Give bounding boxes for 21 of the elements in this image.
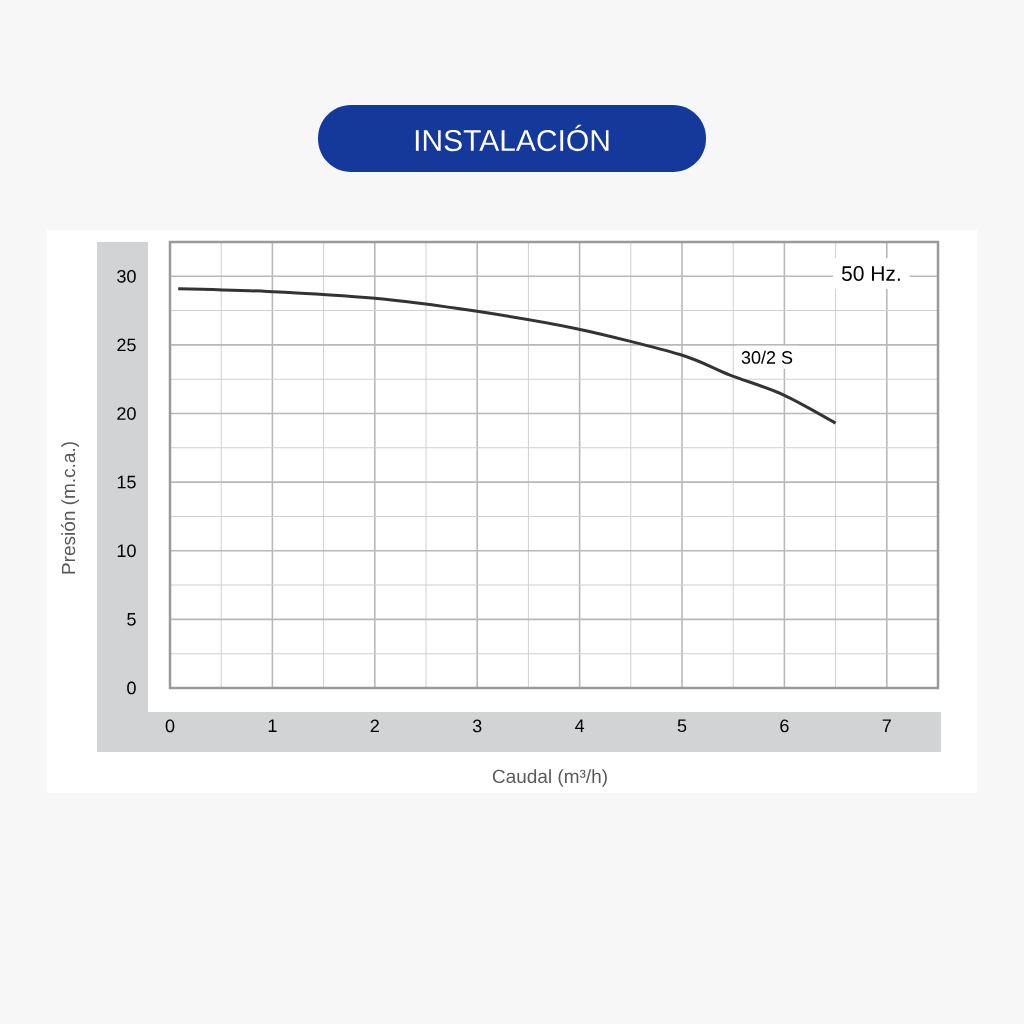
x-tick-label: 0 [165, 719, 175, 733]
x-tick-label: 4 [575, 719, 585, 732]
line-series [176, 287, 838, 425]
x-tick-label: 5 [677, 719, 687, 733]
annotation: 50 Hz. [841, 266, 900, 281]
x-tick-label: 1 [268, 719, 277, 732]
y-tick-label: 20 [117, 407, 136, 420]
y-tick-label: 25 [117, 338, 136, 352]
y-tick-label: 5 [127, 613, 136, 626]
y-axis-title: Presión (m.c.a.) [61, 442, 79, 574]
chart-title: INSTALACIÓN [415, 124, 609, 152]
x-tick-label: 3 [472, 719, 482, 733]
x-tick-label: 2 [370, 719, 379, 733]
series-label: 30/2 S [741, 350, 793, 364]
x-tick-label: 7 [882, 719, 891, 732]
x-tick-label: 6 [780, 719, 789, 733]
y-tick-label: 0 [127, 681, 136, 695]
y-tick-label: 30 [117, 269, 136, 283]
y-tick-label: 10 [117, 544, 136, 558]
y-tick-label: 15 [117, 475, 136, 489]
x-axis-title: Caudal (m³/h) [492, 769, 607, 787]
